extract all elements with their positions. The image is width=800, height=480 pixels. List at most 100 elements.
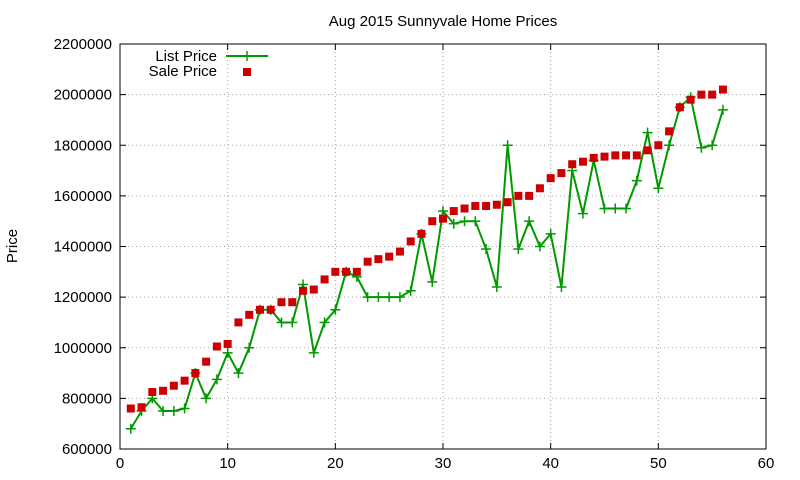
point-sale-price: [352, 267, 361, 276]
point-list-price: [513, 244, 524, 255]
point-list-price: [545, 228, 556, 239]
point-list-price: [211, 374, 222, 385]
point-list-price: [438, 206, 448, 217]
y-tick-label: 2200000: [54, 36, 112, 53]
point-sale-price: [697, 90, 706, 99]
point-list-price: [394, 292, 405, 303]
point-sale-price: [245, 310, 254, 319]
y-tick-label: 1600000: [54, 188, 112, 205]
point-list-price: [179, 403, 190, 414]
point-list-price: [642, 127, 653, 138]
legend-marker-list-price: [242, 51, 252, 61]
point-list-price: [384, 292, 395, 303]
point-sale-price: [632, 151, 641, 160]
point-list-price: [459, 216, 470, 227]
point-list-price: [599, 203, 610, 214]
point-list-price: [470, 216, 481, 227]
point-sale-price: [654, 141, 663, 150]
point-list-price: [524, 216, 535, 227]
x-tick-label: 20: [327, 455, 344, 472]
point-sale-price: [180, 376, 189, 385]
point-list-price: [276, 317, 287, 328]
point-sale-price: [363, 257, 372, 266]
y-tick-label: 1000000: [54, 340, 112, 357]
point-list-price: [653, 183, 664, 194]
point-sale-price: [514, 191, 523, 200]
point-sale-price: [385, 252, 394, 261]
point-sale-price: [191, 369, 200, 378]
point-sale-price: [675, 103, 684, 112]
point-sale-price: [482, 202, 491, 210]
point-sale-price: [578, 157, 587, 166]
point-list-price: [556, 282, 567, 292]
point-sale-price: [568, 160, 577, 169]
point-sale-price: [288, 298, 297, 307]
point-list-price: [610, 203, 621, 214]
point-list-price: [664, 140, 675, 151]
y-tick-label: 1200000: [54, 289, 112, 306]
point-sale-price: [342, 267, 351, 276]
point-list-price: [287, 317, 298, 328]
y-tick-label: 600000: [62, 441, 112, 458]
point-list-price: [330, 304, 341, 315]
x-tick-label: 0: [116, 455, 124, 472]
y-tick-label: 1800000: [54, 137, 112, 154]
point-sale-price: [169, 381, 178, 390]
point-sale-price: [439, 214, 447, 223]
point-sale-price: [374, 255, 383, 264]
point-sale-price: [159, 386, 168, 395]
legend-marker-sale-price: [243, 68, 251, 76]
point-sale-price: [460, 204, 469, 213]
series: [125, 85, 728, 434]
point-list-price: [631, 175, 642, 186]
point-sale-price: [718, 85, 727, 94]
point-list-price: [158, 406, 169, 417]
axes: 0 10 20 30 40 50 60 600000 800000 1000000 1200000 1…: [54, 36, 775, 472]
point-list-price: [448, 218, 459, 229]
point-sale-price: [417, 229, 426, 238]
point-list-price: [233, 368, 244, 379]
grid: [120, 44, 766, 449]
y-tick-label: 800000: [62, 390, 112, 407]
chart-title: Aug 2015 Sunnyvale Home Prices: [329, 13, 557, 30]
point-list-price: [427, 276, 438, 287]
point-list-price: [717, 104, 728, 115]
point-sale-price: [525, 191, 534, 200]
point-sale-price: [126, 404, 135, 413]
point-list-price: [405, 285, 416, 296]
point-list-price: [491, 282, 502, 292]
x-tick-label: 50: [650, 455, 667, 472]
point-sale-price: [428, 217, 437, 226]
point-sale-price: [471, 202, 480, 210]
point-sale-price: [299, 286, 308, 295]
point-sale-price: [148, 388, 157, 397]
point-list-price: [707, 140, 718, 151]
point-list-price: [319, 317, 330, 328]
point-sale-price: [234, 318, 243, 327]
point-sale-price: [255, 305, 264, 314]
point-sale-price: [406, 237, 415, 246]
point-sale-price: [535, 184, 544, 193]
point-sale-price: [137, 403, 146, 412]
point-list-price: [373, 292, 384, 303]
point-sale-price: [665, 127, 674, 136]
point-list-price: [621, 203, 632, 214]
point-sale-price: [589, 153, 598, 162]
point-sale-price: [557, 169, 566, 178]
legend-label-list-price: List Price: [155, 48, 217, 65]
point-sale-price: [331, 267, 340, 276]
point-sale-price: [611, 151, 620, 160]
point-sale-price: [546, 174, 555, 183]
point-sale-price: [223, 339, 232, 348]
point-sale-price: [202, 357, 211, 366]
point-sale-price: [277, 298, 286, 307]
point-list-price: [125, 423, 136, 434]
point-list-price: [362, 292, 373, 303]
point-list-price: [308, 347, 319, 358]
point-list-price: [168, 406, 179, 417]
point-sale-price: [503, 198, 512, 207]
x-tick-label: 60: [758, 455, 775, 472]
y-axis-label: Price: [4, 229, 21, 263]
point-sale-price: [600, 152, 609, 161]
